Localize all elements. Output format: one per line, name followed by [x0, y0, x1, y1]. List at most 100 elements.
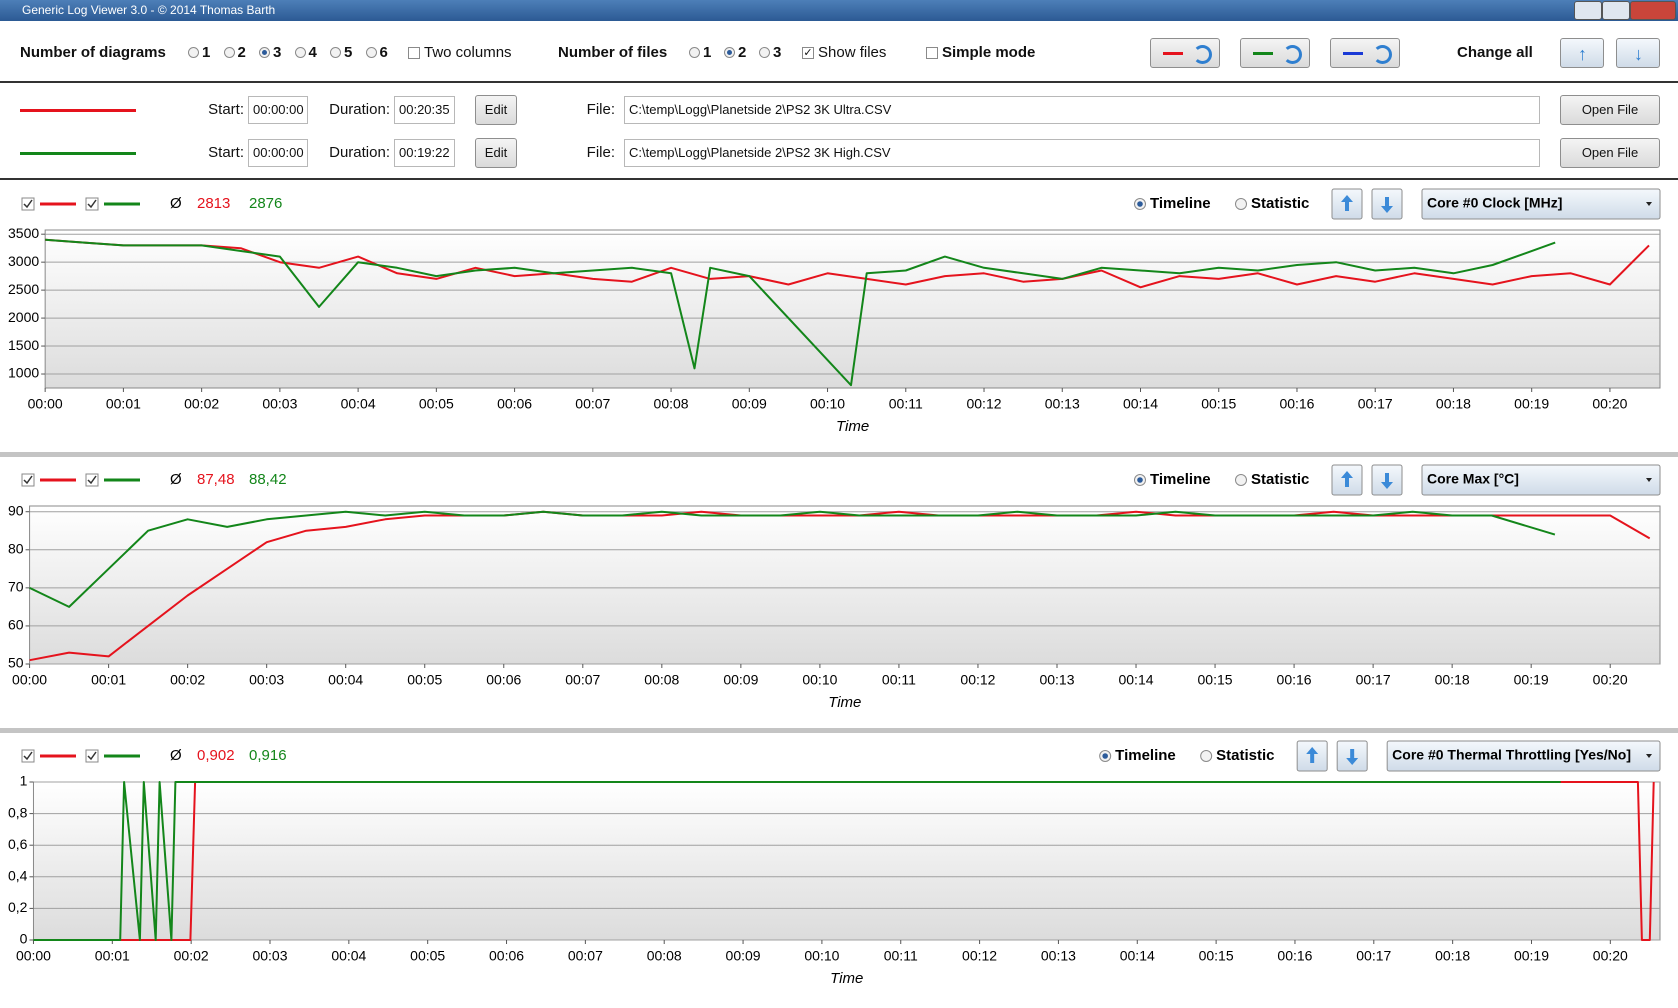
x-tick-label: 00:08	[647, 948, 682, 964]
maximize-button[interactable]	[1602, 1, 1630, 20]
sensor-dropdown[interactable]	[1421, 464, 1661, 496]
radio[interactable]	[689, 47, 700, 58]
x-tick-label: 00:20	[1592, 396, 1627, 412]
x-tick-label: 00:16	[1277, 672, 1312, 688]
series-checkbox[interactable]	[21, 749, 35, 763]
y-tick-label: 3500	[8, 225, 39, 241]
refresh-icon	[1193, 45, 1212, 64]
start-field[interactable]: 00:00:00	[248, 96, 308, 124]
file-color-line	[20, 152, 136, 155]
x-axis-label: Time	[830, 970, 863, 987]
move-up-button[interactable]: ↑	[1560, 38, 1604, 68]
arrow-icon	[1341, 471, 1353, 487]
sensor-dropdown[interactable]	[1421, 188, 1661, 220]
mode-radio[interactable]	[1200, 750, 1213, 762]
average-symbol: Ø	[170, 747, 182, 764]
radio[interactable]	[294, 47, 306, 58]
swap-color-button[interactable]	[1330, 38, 1400, 68]
x-tick-label: 00:19	[1514, 672, 1549, 688]
minimize-button[interactable]	[1574, 1, 1602, 20]
close-button[interactable]	[1630, 1, 1676, 20]
window-title: Generic Log Viewer 3.0 - © 2014 Thomas B…	[22, 3, 276, 17]
arrow-icon	[1341, 195, 1353, 211]
edit-button[interactable]: Edit	[475, 138, 517, 168]
x-tick-label: 00:07	[575, 396, 610, 412]
file-path-field[interactable]: C:\temp\Logg\Planetside 2\PS2 3K High.CS…	[624, 139, 1540, 167]
duration-field[interactable]: 00:20:35	[394, 96, 455, 124]
radio[interactable]	[724, 47, 735, 58]
separator	[0, 81, 1678, 83]
x-tick-label: 00:04	[341, 396, 376, 412]
dropdown-arrow	[1646, 202, 1652, 206]
x-tick-label: 00:14	[1123, 396, 1158, 412]
x-tick-label: 00:00	[12, 672, 47, 688]
radio[interactable]	[759, 47, 770, 58]
radio[interactable]	[365, 47, 377, 58]
x-tick-label: 00:05	[410, 948, 445, 964]
radio-label: 2	[738, 44, 747, 61]
checkbox-label: Two columns	[424, 44, 512, 61]
average-value: 87,48	[197, 471, 235, 488]
checkbox[interactable]	[408, 47, 420, 59]
duration-field[interactable]: 00:19:22	[394, 139, 455, 167]
radio[interactable]	[330, 47, 341, 58]
checkbox[interactable]	[926, 47, 938, 59]
open-file-button[interactable]: Open File	[1560, 138, 1660, 168]
series-checkbox[interactable]	[85, 749, 99, 763]
mode-radio[interactable]	[1235, 198, 1247, 210]
radio[interactable]	[259, 47, 270, 58]
y-tick-label: 1000	[8, 365, 39, 381]
sensor-name: Core #0 Clock [MHz]	[1427, 195, 1562, 211]
plot-area	[44, 229, 1661, 389]
series-checkbox[interactable]	[85, 197, 99, 211]
radio[interactable]	[223, 47, 235, 58]
x-tick-label: 00:19	[1514, 396, 1549, 412]
radio-label: 3	[273, 44, 282, 61]
x-tick-label: 00:04	[328, 672, 363, 688]
dropdown-arrow	[1646, 754, 1652, 758]
series-line	[29, 510, 1556, 608]
mode-radio[interactable]	[1235, 474, 1247, 486]
start-field[interactable]: 00:00:00	[248, 139, 308, 167]
files-panel: Start: 00:00:00 Duration: 00:20:35 Edit File:…	[0, 83, 1678, 178]
checkbox-label: Simple mode	[942, 44, 1036, 61]
open-file-button[interactable]: Open File	[1560, 95, 1660, 125]
file-path-field[interactable]: C:\temp\Logg\Planetside 2\PS2 3K Ultra.C…	[624, 96, 1540, 124]
x-tick-label: 00:06	[497, 396, 532, 412]
charts: Ø 2813 2876 Core #0 Clock [MHz] Timeline Stat…	[0, 188, 1678, 987]
checkbox-label: Show files	[818, 44, 887, 61]
average-value: 0,916	[249, 747, 287, 764]
x-tick-label: 00:15	[1199, 948, 1234, 964]
radio-label: 5	[344, 44, 353, 61]
radio-dot	[1102, 753, 1108, 759]
label: Duration:	[329, 101, 390, 118]
series-checkbox[interactable]	[21, 197, 35, 211]
checkbox[interactable]: ✓	[802, 47, 814, 59]
x-tick-label: 00:11	[882, 672, 916, 688]
swap-color-button[interactable]	[1240, 38, 1310, 68]
x-tick-label: 00:15	[1198, 672, 1233, 688]
check-mark	[87, 199, 97, 209]
move-down-button[interactable]: ↓	[1616, 38, 1660, 68]
separator	[0, 178, 1678, 180]
radio-dot	[1137, 201, 1143, 207]
x-tick-label: 00:18	[1435, 672, 1470, 688]
x-axis-label: Time	[828, 694, 861, 711]
swap-color-button[interactable]	[1150, 38, 1220, 68]
x-tick-label: 00:04	[331, 948, 366, 964]
x-tick-label: 00:03	[262, 396, 297, 412]
x-tick-label: 00:10	[802, 672, 837, 688]
series-checkbox[interactable]	[85, 473, 99, 487]
arrow-icon	[1381, 197, 1393, 213]
x-tick-label: 00:11	[884, 948, 918, 964]
average-value: 2813	[197, 195, 230, 212]
panel-separator	[0, 728, 1678, 733]
label: File:	[586, 144, 615, 161]
x-tick-label: 00:02	[184, 396, 219, 412]
series-checkbox[interactable]	[21, 473, 35, 487]
sensor-dropdown[interactable]	[1386, 740, 1661, 772]
edit-button[interactable]: Edit	[475, 95, 517, 125]
label: Start:	[208, 101, 244, 118]
average-value: 2876	[249, 195, 282, 212]
radio[interactable]	[188, 47, 199, 58]
